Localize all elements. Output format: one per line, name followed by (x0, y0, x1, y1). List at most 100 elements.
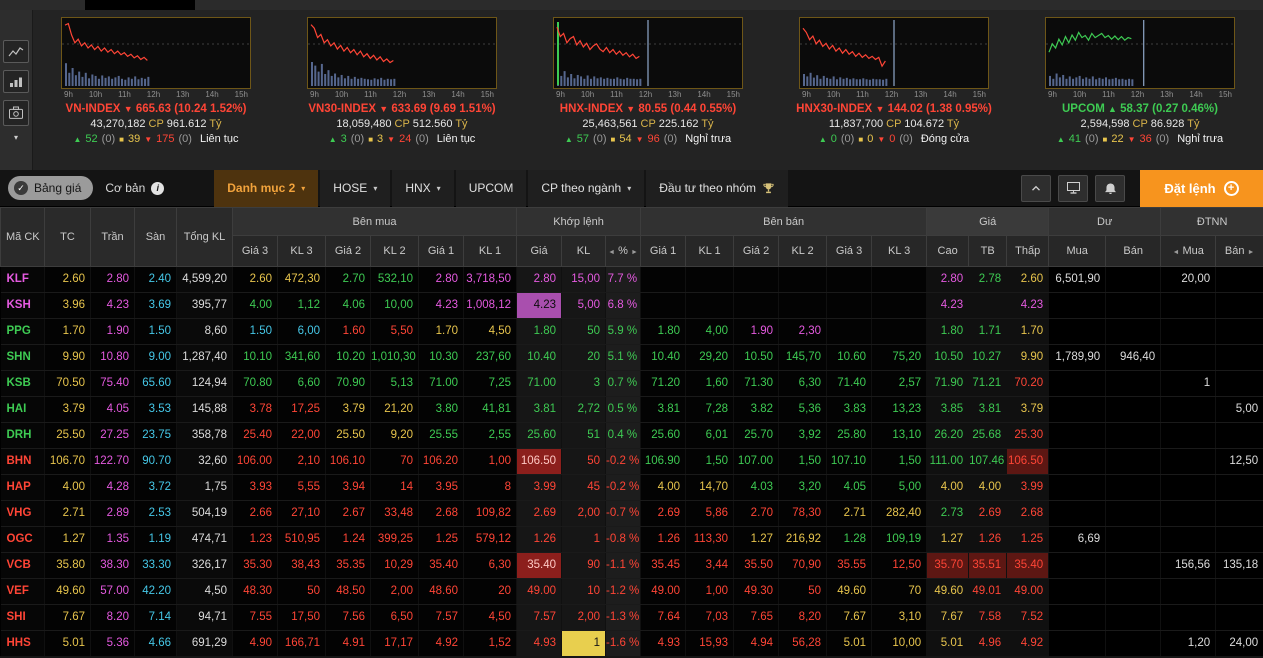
index-mini-chart[interactable] (61, 17, 251, 89)
cell-SHI-fmua (1160, 604, 1217, 631)
header-sell-gia2[interactable]: Giá 2 (733, 235, 780, 267)
header-dtnn-mua[interactable]: ◄ Mua (1160, 235, 1217, 267)
info-icon[interactable]: i (151, 181, 165, 195)
portfolio-tab[interactable]: Danh mục 2 ▾ (214, 169, 319, 207)
advancers-count: 52 (85, 133, 98, 145)
header-sell-kl2[interactable]: KL 2 (778, 235, 828, 267)
cell-KLF-bk3 (871, 266, 928, 293)
header-tong-kl[interactable]: Tổng KL (176, 207, 233, 267)
price-board-tab[interactable]: ✓ Bảng giá (8, 176, 94, 200)
cell-SHI-ma[interactable]: SHI (0, 604, 45, 631)
header-ma-ck[interactable]: Mã CK (0, 207, 45, 267)
header-sell-kl3[interactable]: KL 3 (871, 235, 928, 267)
cell-KSH-ma[interactable]: KSH (0, 292, 45, 319)
group-invest-tab[interactable]: Đầu tư theo nhóm (646, 169, 788, 207)
cell-SHI-mk2: 6,50 (370, 604, 419, 631)
page-left-icon[interactable]: ◄ (608, 249, 616, 256)
header-buy-gia1[interactable]: Giá 1 (418, 235, 464, 267)
header-buy-kl1[interactable]: KL 1 (462, 235, 518, 267)
place-order-button[interactable]: Đặt lệnh + (1140, 169, 1263, 207)
sector-tab[interactable]: CP theo ngành ▾ (528, 169, 645, 207)
upcom-tab[interactable]: UPCOM (455, 169, 527, 207)
stock-row-SHN[interactable]: SHN 9.90 10.80 9.00 1,287,40 10.10 341,60 10.20… (0, 344, 1263, 371)
price-board-header: Mã CK TC Trần Sàn Tổng KL Bên mua Khớp l… (0, 207, 1263, 267)
header-match-kl[interactable]: KL (561, 235, 607, 267)
collapse-button[interactable] (1021, 174, 1051, 202)
bar-chart-button[interactable] (3, 70, 29, 93)
page-right-icon[interactable]: ► (631, 249, 638, 256)
stock-row-KSH[interactable]: KSH 3.96 4.23 3.69 395,77 4.00 1,12 4.06 10,00 4.… (0, 292, 1263, 319)
cell-SHN-ma[interactable]: SHN (0, 344, 45, 371)
index-mini-chart[interactable] (1045, 17, 1235, 89)
stock-row-DRH[interactable]: DRH 25.50 27.25 23.75 358,78 25.40 22,00 25.50 9… (0, 422, 1263, 449)
stock-row-HHS[interactable]: HHS 5.01 5.36 4.66 691,29 4.90 166,71 4.91 17,17… (0, 630, 1263, 656)
snapshot-button[interactable] (3, 100, 29, 126)
cell-SHN-mg3: 10.10 (232, 344, 278, 371)
cell-HAI-ma[interactable]: HAI (0, 396, 45, 423)
time-tick: 13h (668, 90, 682, 99)
header-dtnn-ban[interactable]: Bán ► (1215, 235, 1263, 267)
header-du-mua[interactable]: Mua (1048, 235, 1107, 267)
cell-HHS-mg2: 4.91 (325, 630, 371, 656)
header-buy-kl3[interactable]: KL 3 (277, 235, 326, 267)
stock-row-KSB[interactable]: KSB 70.50 75.40 65.60 124,94 70.80 6,60 70.90 5,… (0, 370, 1263, 397)
cell-OGC-tb: 1.26 (968, 526, 1008, 553)
cell-HHS-ma[interactable]: HHS (0, 630, 45, 656)
rail-more-button[interactable]: ▾ (13, 133, 18, 142)
notifications-button[interactable] (1095, 174, 1125, 202)
page-right-icon[interactable]: ► (1247, 249, 1255, 256)
decliners-icon: ▼ (635, 134, 644, 144)
stock-row-VCB[interactable]: VCB 35.80 38.30 33.30 326,17 35.30 38,43 35.35 1… (0, 552, 1263, 579)
header-buy-gia2[interactable]: Giá 2 (325, 235, 371, 267)
page-left-icon[interactable]: ◄ (1172, 249, 1180, 256)
header-match-gia[interactable]: Giá (516, 235, 563, 267)
basic-tab[interactable]: Cơ bản i (93, 181, 176, 195)
advancers-extra: (0) (350, 133, 365, 145)
stock-row-VHG[interactable]: VHG 2.71 2.89 2.53 504,19 2.66 27,10 2.67 33,48 2… (0, 500, 1263, 527)
header-sell-gia3[interactable]: Giá 3 (826, 235, 873, 267)
cell-SHI-mk3: 17,50 (277, 604, 326, 631)
header-cao[interactable]: Cao (926, 235, 970, 267)
hose-tab[interactable]: HOSE ▾ (320, 169, 391, 207)
cell-VEF-ma[interactable]: VEF (0, 578, 45, 605)
header-buy-kl2[interactable]: KL 2 (370, 235, 419, 267)
cell-DRH-ma[interactable]: DRH (0, 422, 45, 449)
stock-row-VEF[interactable]: VEF 49.60 57.00 42.20 4,50 48.30 50 48.50 2,00 48… (0, 578, 1263, 605)
line-chart-button[interactable] (3, 40, 29, 63)
monitor-button[interactable] (1058, 174, 1088, 202)
header-buy-gia3[interactable]: Giá 3 (232, 235, 278, 267)
stock-row-BHN[interactable]: BHN 106.70 122.70 90.70 32,60 106.00 2,10 106.1… (0, 448, 1263, 475)
stock-row-PPG[interactable]: PPG 1.70 1.90 1.50 8,60 1.50 6,00 1.60 5,50 1.70 4… (0, 318, 1263, 345)
header-tran[interactable]: Trần (90, 207, 135, 267)
stock-row-SHI[interactable]: SHI 7.67 8.20 7.14 94,71 7.55 17,50 7.56 6,50 7.5… (0, 604, 1263, 631)
cell-BHN-san: 90.70 (134, 448, 177, 475)
hnx-tab[interactable]: HNX ▾ (392, 169, 454, 207)
stock-row-KLF[interactable]: KLF 2.60 2.80 2.40 4,599,20 2.60 472,30 2.70 532… (0, 266, 1263, 293)
cell-BHN-ma[interactable]: BHN (0, 448, 45, 475)
cell-OGC-ma[interactable]: OGC (0, 526, 45, 553)
cell-SHN-bk3: 75,20 (871, 344, 928, 371)
cell-VCB-ma[interactable]: VCB (0, 552, 45, 579)
header-sell-gia1[interactable]: Giá 1 (640, 235, 687, 267)
index-mini-chart[interactable] (553, 17, 743, 89)
index-mini-chart[interactable] (307, 17, 497, 89)
cell-HAI-bk2: 5,36 (778, 396, 828, 423)
header-thap[interactable]: Thấp (1006, 235, 1050, 267)
stock-row-HAI[interactable]: HAI 3.79 4.05 3.53 145,88 3.78 17,25 3.79 21,20 3… (0, 396, 1263, 423)
cell-KSB-ma[interactable]: KSB (0, 370, 45, 397)
header-tc[interactable]: TC (44, 207, 91, 267)
cell-VHG-ma[interactable]: VHG (0, 500, 45, 527)
header-sell-kl1[interactable]: KL 1 (685, 235, 735, 267)
cell-KSH-thap: 4.23 (1006, 292, 1050, 319)
stock-row-OGC[interactable]: OGC 1.27 1.35 1.19 474,71 1.23 510,95 1.24 399,2… (0, 526, 1263, 553)
header-match-pct[interactable]: ◄ % ► (605, 235, 642, 267)
cell-HAP-ma[interactable]: HAP (0, 474, 45, 501)
header-san[interactable]: Sàn (134, 207, 177, 267)
cell-KLF-bg1 (640, 266, 687, 293)
stock-row-HAP[interactable]: HAP 4.00 4.28 3.72 1,75 3.93 5,55 3.94 14 3.95 8 3.… (0, 474, 1263, 501)
cell-PPG-ma[interactable]: PPG (0, 318, 45, 345)
header-du-ban[interactable]: Bán (1105, 235, 1162, 267)
cell-KLF-ma[interactable]: KLF (0, 266, 45, 293)
index-mini-chart[interactable] (799, 17, 989, 89)
header-tb[interactable]: TB (968, 235, 1008, 267)
